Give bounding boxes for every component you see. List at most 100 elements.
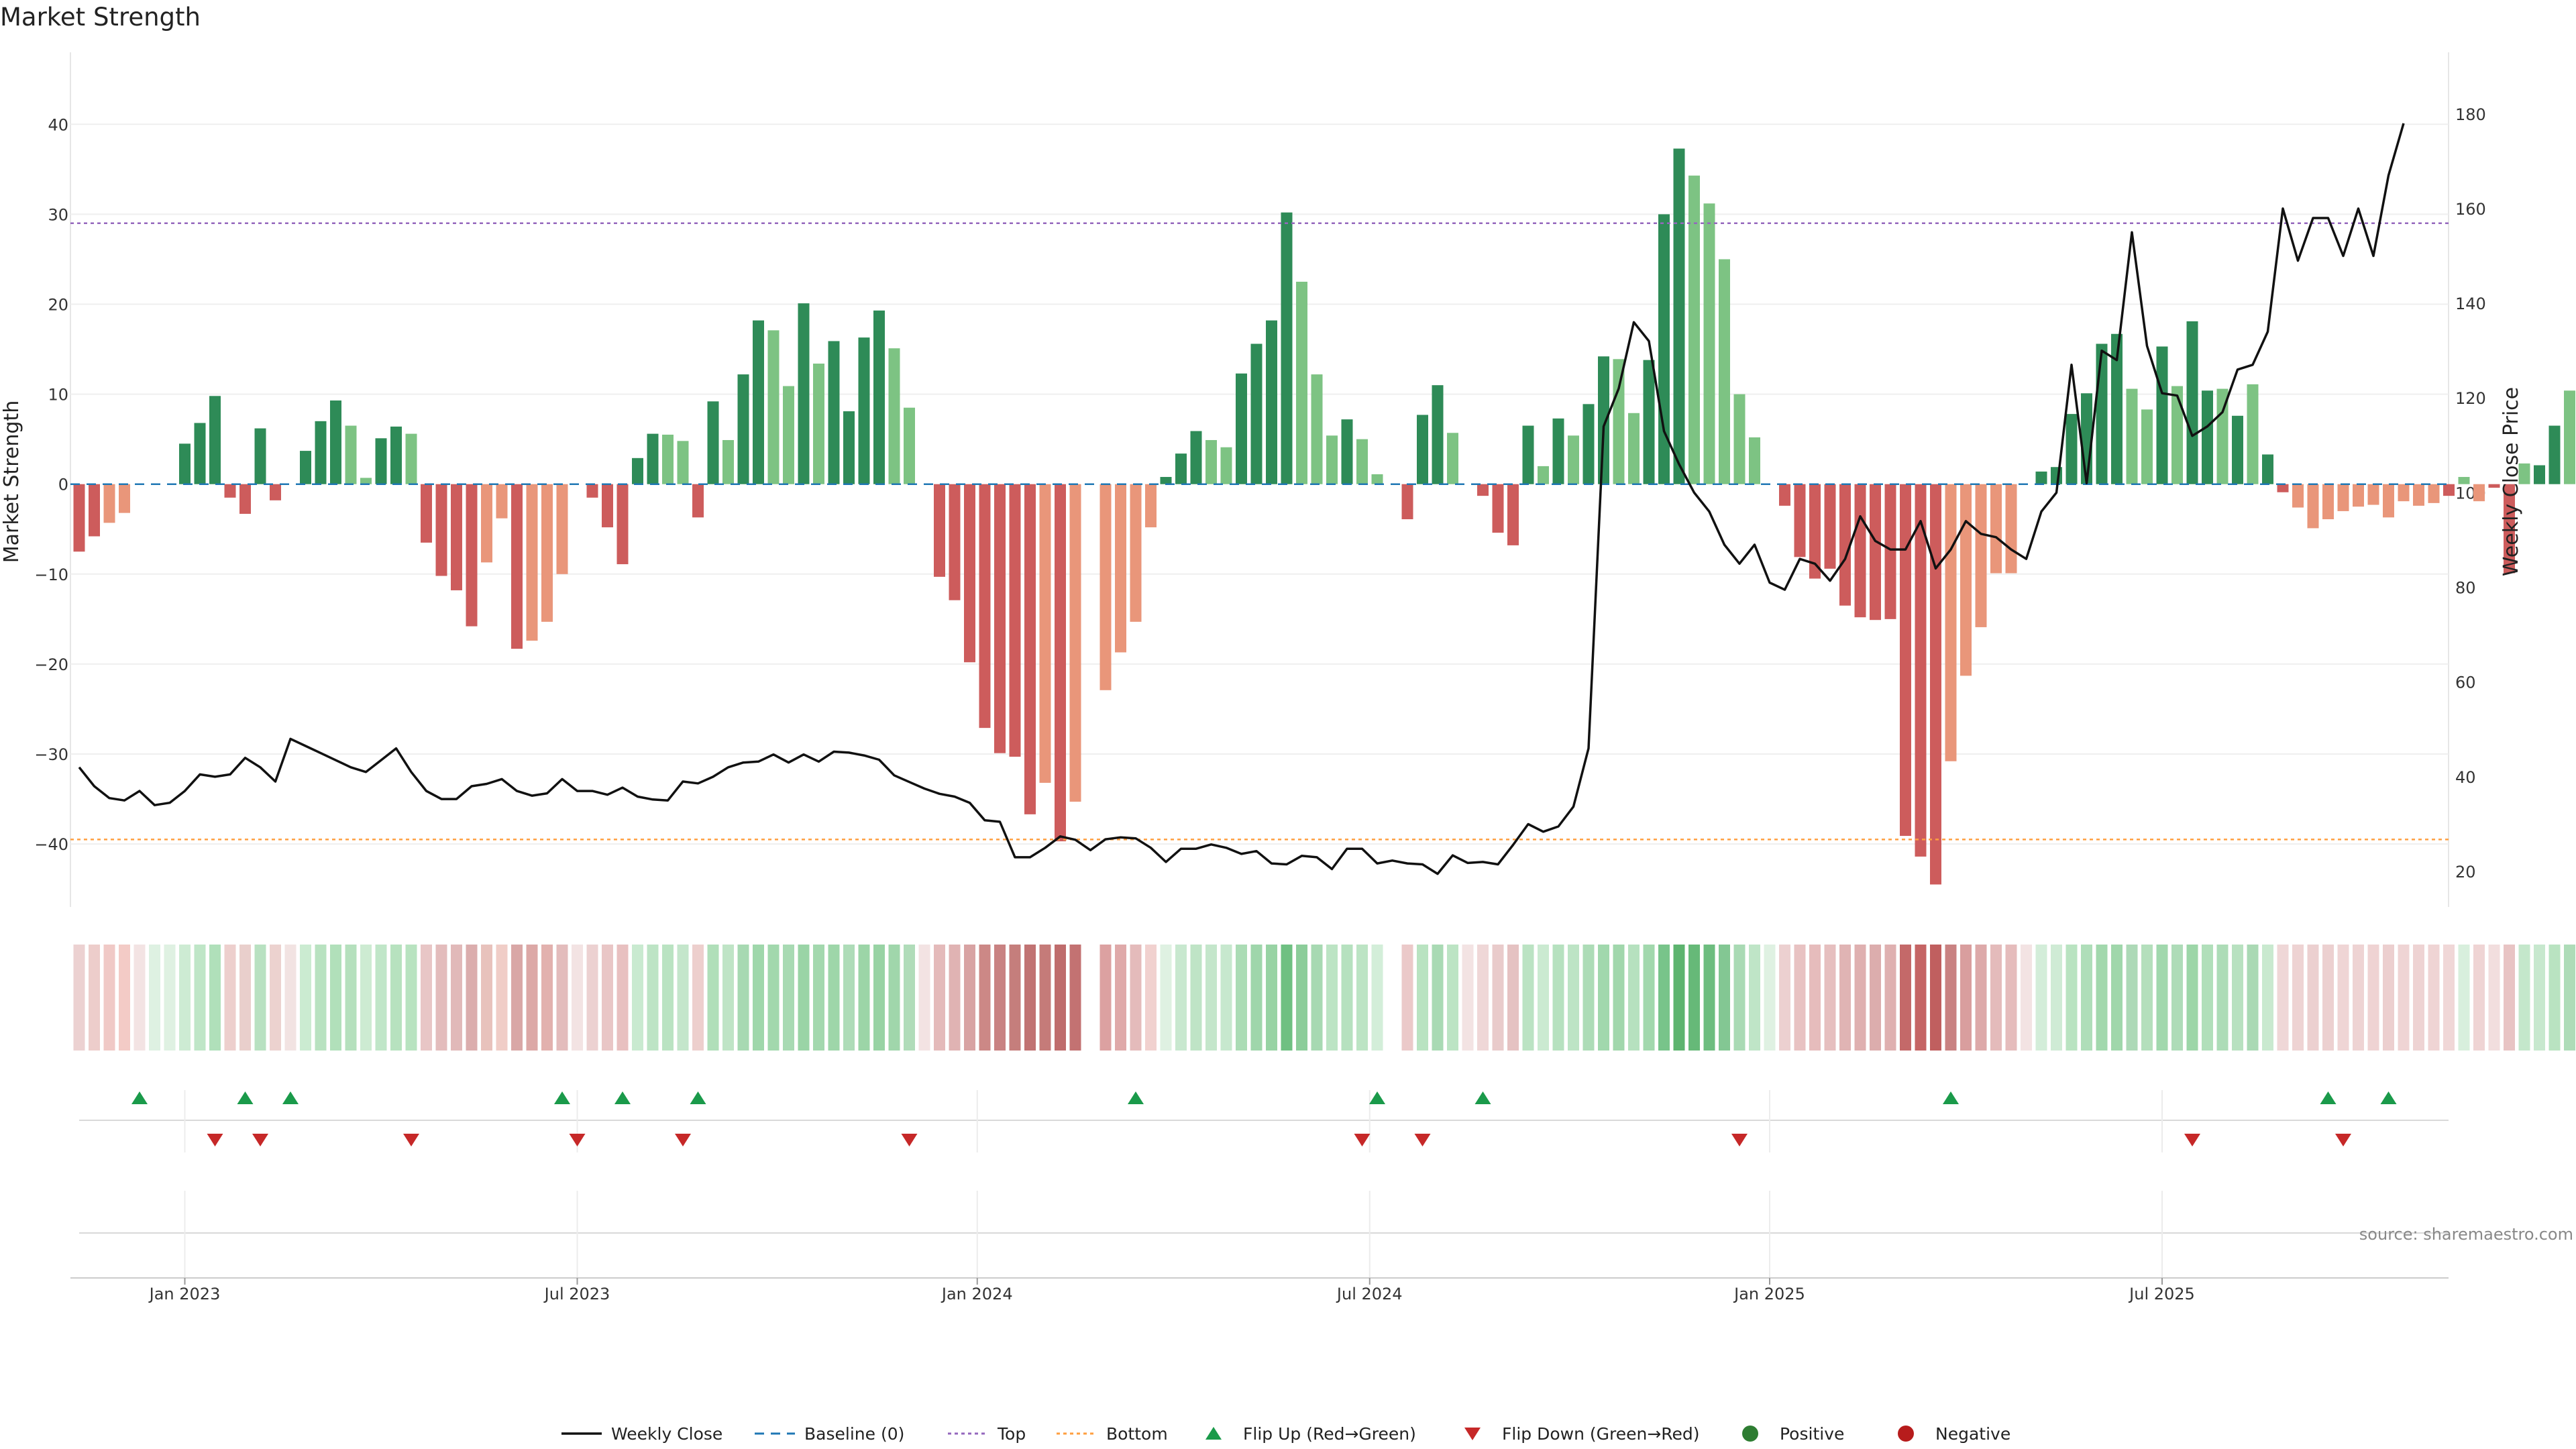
strip-cell [481, 945, 492, 1051]
strip-cell [1733, 945, 1746, 1051]
strip-cell [2126, 945, 2138, 1051]
strength-bar [224, 484, 236, 498]
strength-bar [1432, 385, 1444, 484]
x-tick-label: Jan 2023 [148, 1285, 221, 1303]
strip-cell [284, 945, 297, 1051]
strength-bar [1975, 484, 1987, 627]
legend-item: Weekly Close [561, 1424, 722, 1444]
strength-bar [1884, 484, 1896, 619]
y2-tick-label: 160 [2455, 200, 2486, 219]
strip-cell [1326, 945, 1338, 1051]
strip-cell [496, 945, 508, 1051]
legend-item: Bottom [1057, 1424, 1168, 1444]
strength-bar [1538, 466, 1549, 484]
y-tick-label: −30 [34, 745, 68, 764]
strip-cell [300, 945, 311, 1051]
strength-bar [254, 428, 266, 484]
strength-bar [1250, 343, 1263, 484]
strip-cell [1538, 945, 1549, 1051]
strength-bar [2141, 409, 2153, 484]
y-tick-label: −40 [34, 835, 68, 854]
y2-axis-label: Weekly Close Price [2500, 387, 2523, 576]
flip-down-marker [1354, 1134, 1371, 1146]
strength-bar [722, 439, 734, 484]
flip-up-marker [614, 1091, 631, 1104]
strength-bar [2488, 484, 2500, 488]
strip-cell [360, 945, 372, 1051]
strip-cell [843, 945, 855, 1051]
chart-title: Market Strength [0, 3, 201, 32]
strip-cell [873, 945, 885, 1051]
strength-bar [1417, 415, 1428, 484]
strength-bar [1296, 281, 1307, 484]
strip-cell [2262, 945, 2273, 1051]
strip-cell [1069, 945, 1081, 1051]
strength-bar [1326, 435, 1338, 484]
strip-cell [934, 945, 945, 1051]
strength-bar [1945, 484, 1957, 761]
strength-bar [2005, 484, 2017, 574]
strip-cell [1870, 945, 1881, 1051]
flip-up-marker [2380, 1091, 2397, 1104]
strength-bar [556, 484, 568, 574]
strength-bar [692, 484, 704, 518]
strip-cell [1628, 945, 1640, 1051]
strength-bar [496, 484, 508, 519]
y2-tick-label: 180 [2455, 105, 2486, 124]
strength-bar [2383, 484, 2394, 518]
strength-bar [1613, 359, 1625, 484]
strip-cell [828, 945, 840, 1051]
strength-bar [904, 407, 915, 484]
flip-up-marker [282, 1091, 299, 1104]
strength-bar [2473, 484, 2485, 502]
strip-cell [149, 945, 160, 1051]
strip-cell [632, 945, 643, 1051]
strip-cell [1809, 945, 1821, 1051]
strip-cell [1764, 945, 1776, 1051]
legend-label: Weekly Close [611, 1424, 722, 1444]
strip-cell [2111, 945, 2123, 1051]
strength-bar [390, 426, 402, 484]
legend-item: Negative [1898, 1424, 2010, 1444]
legend-label: Baseline (0) [804, 1424, 904, 1444]
y-tick-label: 10 [48, 386, 68, 405]
strength-bar [1824, 484, 1836, 569]
strip-cell [511, 945, 523, 1051]
strip-cell [541, 945, 553, 1051]
strip-cell [1749, 945, 1760, 1051]
strength-bar [1522, 425, 1534, 484]
flip-up-marker [1943, 1091, 1959, 1104]
strength-bar [616, 484, 629, 565]
strip-cell [918, 945, 930, 1051]
flip-panel [79, 1090, 2449, 1152]
strip-cell [315, 945, 327, 1051]
strip-cell [2202, 945, 2213, 1051]
triangle-down-icon [1464, 1428, 1481, 1440]
strength-bar [2413, 484, 2424, 506]
strip-cell [1794, 945, 1806, 1051]
strip-cell [572, 945, 583, 1051]
strength-bar [194, 423, 206, 484]
strip-cell [753, 945, 764, 1051]
strength-bar [1115, 484, 1126, 653]
strength-bar [2035, 471, 2047, 484]
flip-up-marker [554, 1091, 570, 1104]
strip-cell [1024, 945, 1036, 1051]
strength-bar [1039, 484, 1051, 783]
strip-cell [2367, 945, 2379, 1051]
strip-cell [2488, 945, 2500, 1051]
strip-cell [2247, 945, 2259, 1051]
strip-cell [1341, 945, 1353, 1051]
strip-cell [692, 945, 704, 1051]
strength-bar [73, 484, 85, 552]
strength-bar [1311, 374, 1323, 484]
strip-cell [2548, 945, 2561, 1051]
flip-down-marker [1731, 1134, 1748, 1146]
strength-bar [1930, 484, 1941, 885]
strip-cell [1900, 945, 1911, 1051]
strip-cell [2277, 945, 2289, 1051]
strength-bar [1733, 394, 1746, 484]
strength-bar [2337, 484, 2349, 511]
strip-cell [767, 945, 780, 1051]
legend-item: Positive [1742, 1424, 1844, 1444]
